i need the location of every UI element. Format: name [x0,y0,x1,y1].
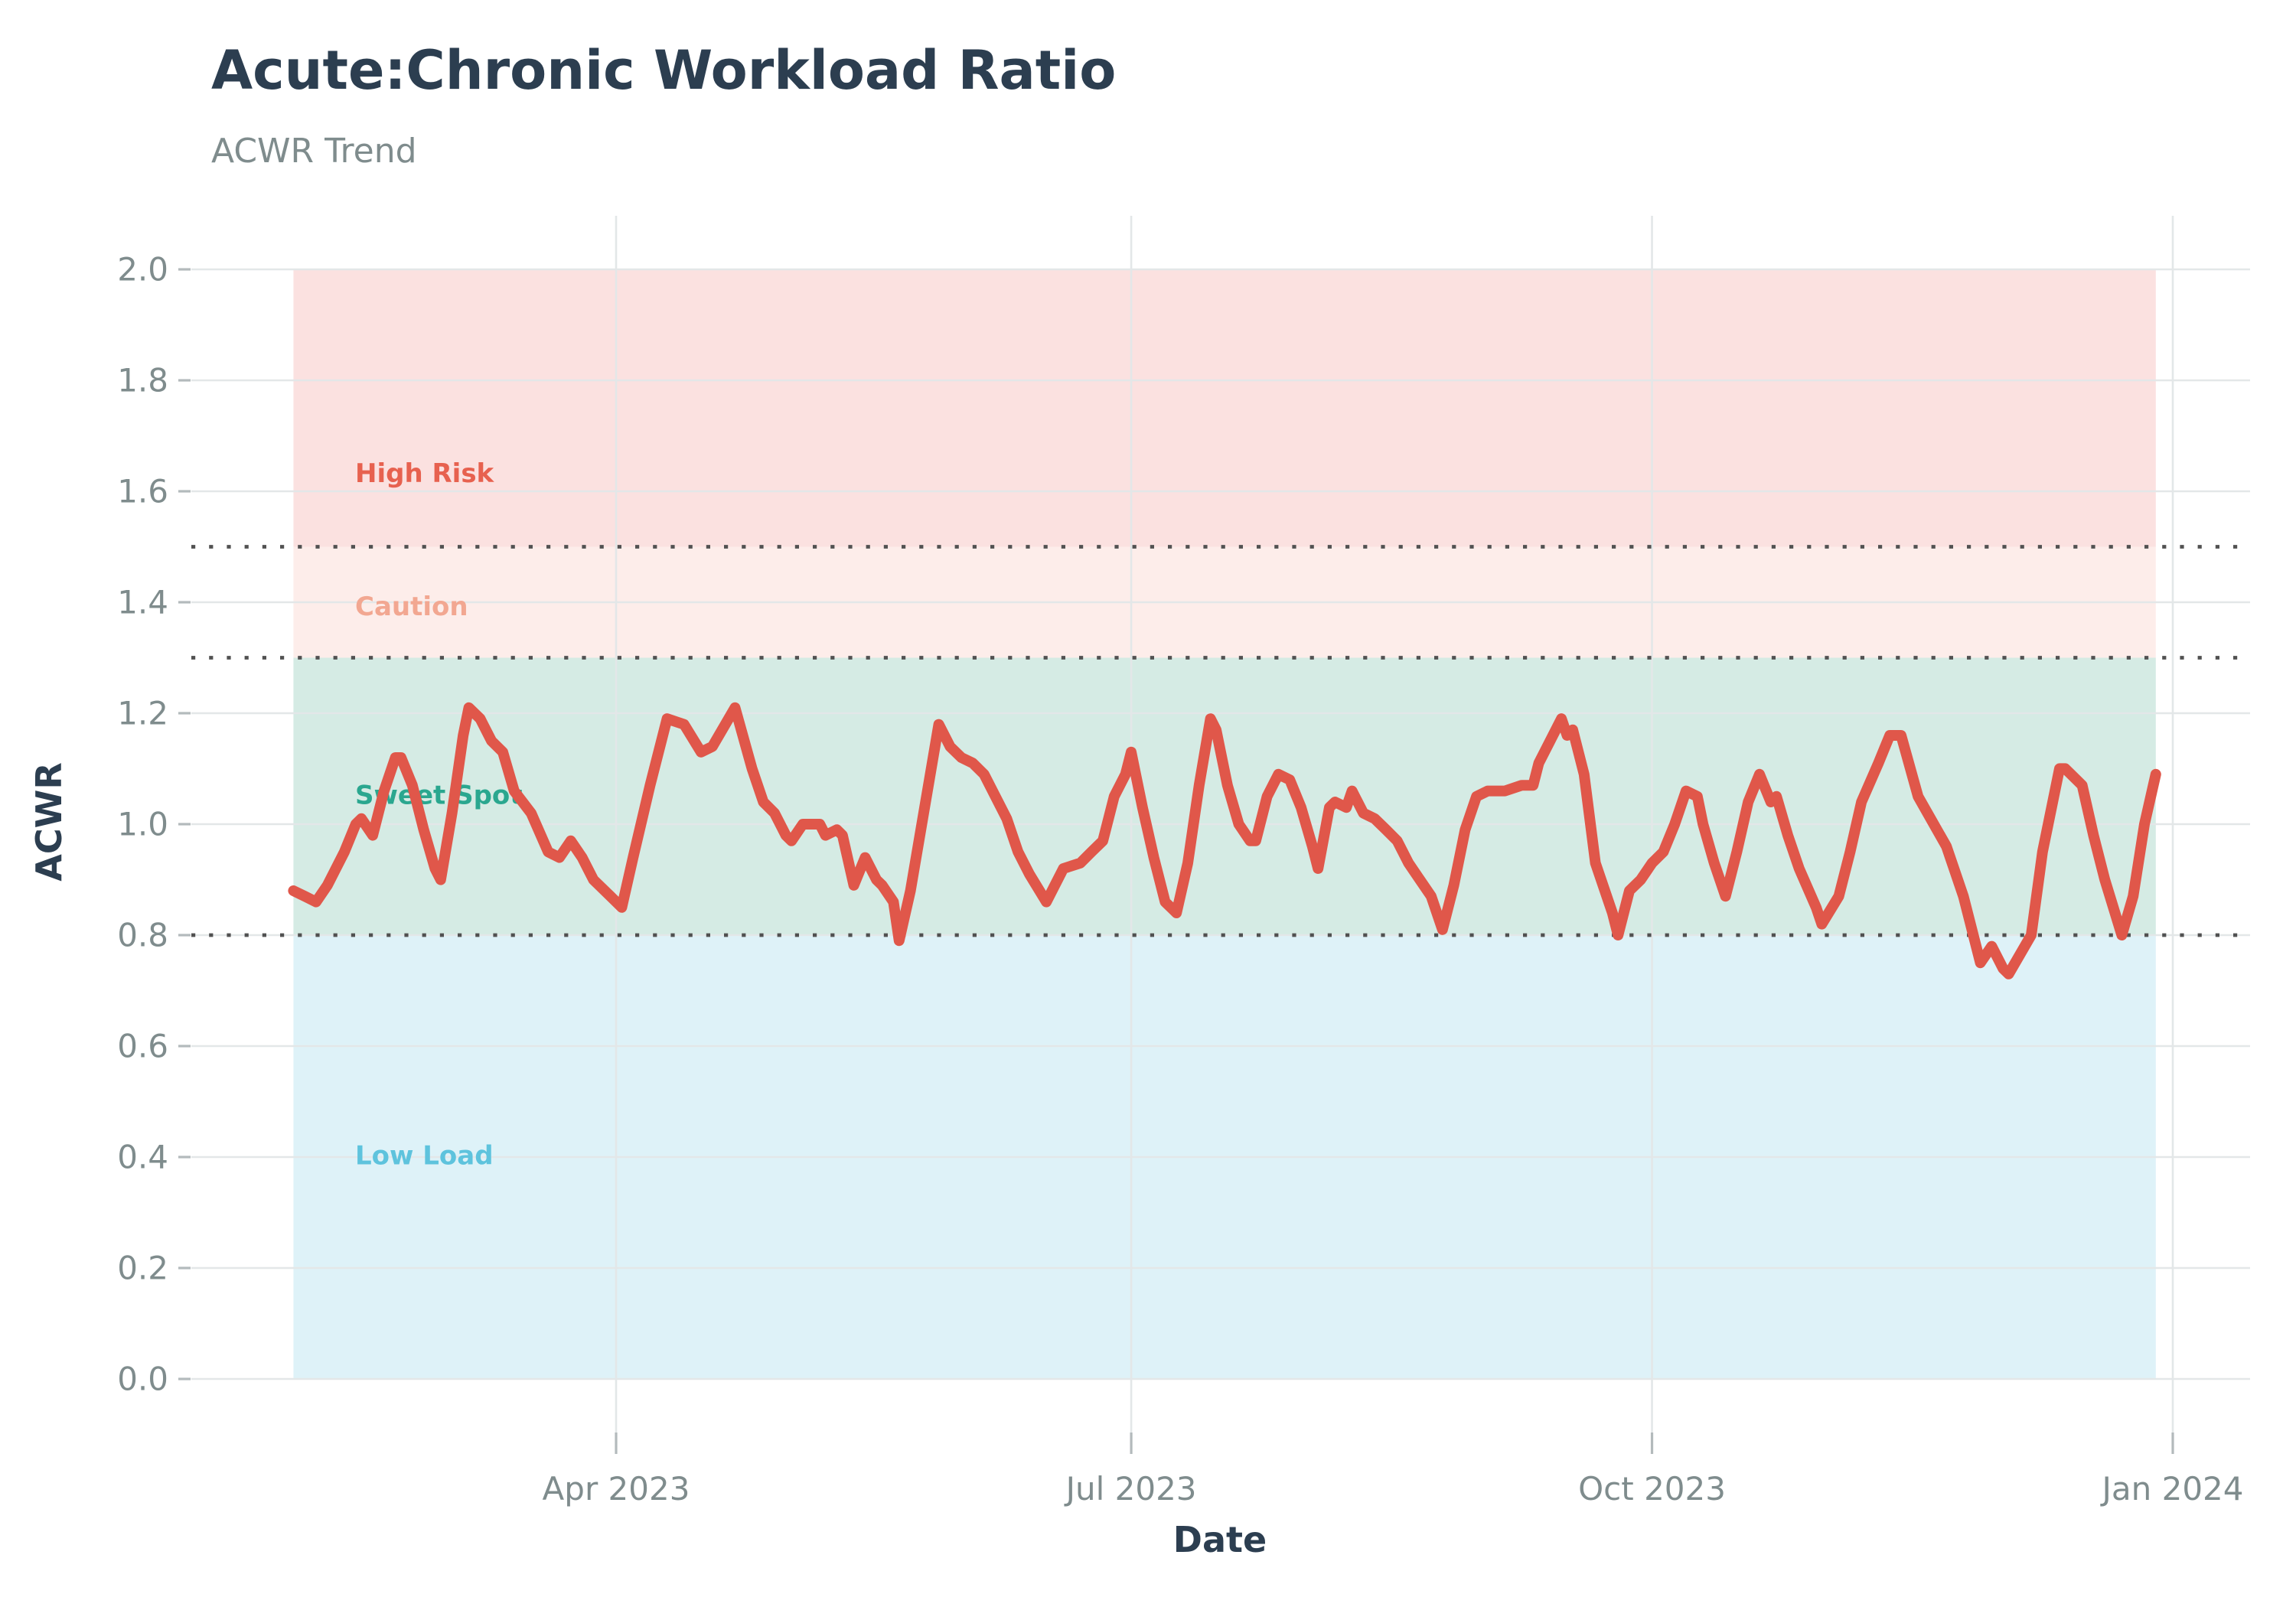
x-axis-label: Date [1173,1519,1267,1560]
y-tick-label: 1.4 [117,584,168,621]
y-tick-label: 0.6 [117,1028,168,1065]
series-acwr [288,702,2161,980]
y-axis-label: ACWR [28,762,70,882]
zone-label-high-risk: High Risk [355,458,495,489]
y-tick-label: 0.4 [117,1139,168,1176]
y-tick-label: 1.2 [117,695,168,732]
y-tick-label: 1.6 [117,473,168,510]
y-tick-label: 1.0 [117,806,168,843]
chart-subtitle: ACWR Trend [211,132,417,171]
zone-label-caution: Caution [355,592,468,622]
x-tick-label: Jan 2024 [2100,1470,2244,1508]
zone-label-low-load: Low Load [355,1141,494,1172]
x-tick-label: Oct 2023 [1578,1470,1726,1508]
y-tick-label: 0.2 [117,1250,168,1287]
gridlines [191,216,2250,1446]
y-tick-label: 0.0 [117,1361,168,1398]
zone-high-risk [293,269,2156,547]
y-tick-label: 2.0 [117,251,168,288]
axis-ticks-and-labels: 0.0 0.2 0.4 0.6 0.8 1.0 1.2 1.4 1.6 1.8 2.0 Apr 202… [117,251,2243,1508]
y-tick-label: 1.8 [117,362,168,399]
zone-sweet-spot [293,657,2156,935]
x-tick-label: Apr 2023 [543,1470,690,1508]
acwr-trend-line [288,702,2161,980]
x-tick-label: Jul 2023 [1064,1470,1197,1508]
y-tick-label: 0.8 [117,917,168,954]
chart-title: Acute:Chronic Workload Ratio [211,39,1116,102]
